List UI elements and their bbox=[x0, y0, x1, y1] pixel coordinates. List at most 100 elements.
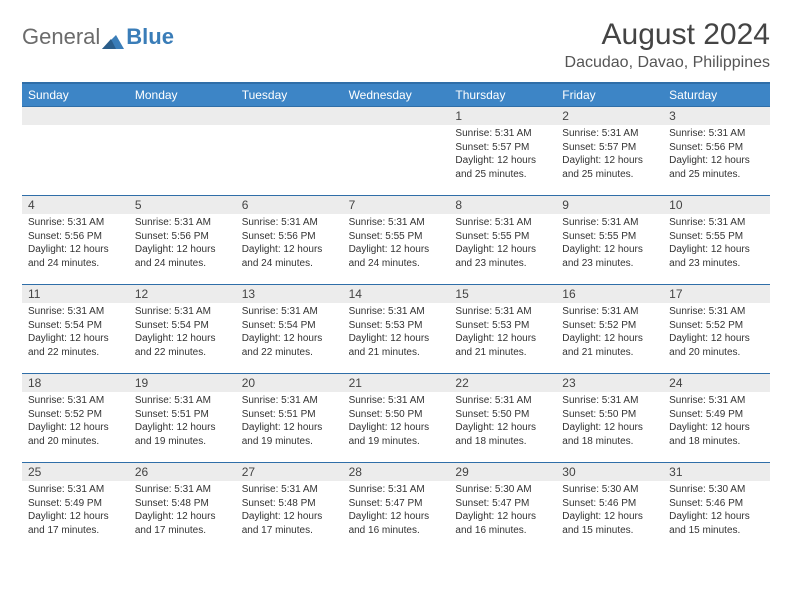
sunrise-text: Sunrise: 5:31 AM bbox=[135, 483, 230, 497]
day-cell: 4Sunrise: 5:31 AMSunset: 5:56 PMDaylight… bbox=[22, 196, 129, 284]
day-details: Sunrise: 5:31 AMSunset: 5:52 PMDaylight:… bbox=[663, 303, 770, 363]
sunrise-text: Sunrise: 5:31 AM bbox=[242, 305, 337, 319]
sunrise-text: Sunrise: 5:31 AM bbox=[349, 483, 444, 497]
sunrise-text: Sunrise: 5:31 AM bbox=[242, 394, 337, 408]
page-subtitle: Dacudao, Davao, Philippines bbox=[565, 54, 770, 72]
daylight-text: Daylight: 12 hours and 15 minutes. bbox=[562, 510, 657, 537]
sunrise-text: Sunrise: 5:31 AM bbox=[242, 483, 337, 497]
daylight-text: Daylight: 12 hours and 18 minutes. bbox=[562, 421, 657, 448]
daylight-text: Daylight: 12 hours and 24 minutes. bbox=[242, 243, 337, 270]
logo-text-1: General bbox=[22, 24, 100, 50]
day-number: 1 bbox=[449, 107, 556, 125]
sunrise-text: Sunrise: 5:31 AM bbox=[562, 216, 657, 230]
day-number: 31 bbox=[663, 463, 770, 481]
day-number: 8 bbox=[449, 196, 556, 214]
sunset-text: Sunset: 5:55 PM bbox=[349, 230, 444, 244]
day-cell: 21Sunrise: 5:31 AMSunset: 5:50 PMDayligh… bbox=[343, 374, 450, 462]
day-number bbox=[236, 107, 343, 125]
sunset-text: Sunset: 5:52 PM bbox=[28, 408, 123, 422]
day-number bbox=[343, 107, 450, 125]
day-number: 14 bbox=[343, 285, 450, 303]
day-number: 2 bbox=[556, 107, 663, 125]
day-details: Sunrise: 5:30 AMSunset: 5:46 PMDaylight:… bbox=[556, 481, 663, 541]
sunrise-text: Sunrise: 5:31 AM bbox=[562, 127, 657, 141]
day-details: Sunrise: 5:31 AMSunset: 5:57 PMDaylight:… bbox=[556, 125, 663, 185]
sunset-text: Sunset: 5:57 PM bbox=[455, 141, 550, 155]
dayname: Friday bbox=[556, 84, 663, 106]
sunset-text: Sunset: 5:51 PM bbox=[135, 408, 230, 422]
sunset-text: Sunset: 5:56 PM bbox=[28, 230, 123, 244]
day-cell: 23Sunrise: 5:31 AMSunset: 5:50 PMDayligh… bbox=[556, 374, 663, 462]
dayname: Saturday bbox=[663, 84, 770, 106]
daylight-text: Daylight: 12 hours and 22 minutes. bbox=[28, 332, 123, 359]
day-number: 26 bbox=[129, 463, 236, 481]
sunrise-text: Sunrise: 5:31 AM bbox=[455, 305, 550, 319]
week-row: 25Sunrise: 5:31 AMSunset: 5:49 PMDayligh… bbox=[22, 462, 770, 551]
daylight-text: Daylight: 12 hours and 23 minutes. bbox=[455, 243, 550, 270]
sunrise-text: Sunrise: 5:30 AM bbox=[669, 483, 764, 497]
day-cell: 3Sunrise: 5:31 AMSunset: 5:56 PMDaylight… bbox=[663, 107, 770, 195]
daylight-text: Daylight: 12 hours and 24 minutes. bbox=[135, 243, 230, 270]
sunset-text: Sunset: 5:47 PM bbox=[349, 497, 444, 511]
calendar-page: General Blue August 2024 Dacudao, Davao,… bbox=[0, 0, 792, 561]
daylight-text: Daylight: 12 hours and 25 minutes. bbox=[562, 154, 657, 181]
dayname: Thursday bbox=[449, 84, 556, 106]
day-number: 16 bbox=[556, 285, 663, 303]
day-number: 21 bbox=[343, 374, 450, 392]
day-details: Sunrise: 5:31 AMSunset: 5:54 PMDaylight:… bbox=[22, 303, 129, 363]
daylight-text: Daylight: 12 hours and 21 minutes. bbox=[562, 332, 657, 359]
day-details: Sunrise: 5:31 AMSunset: 5:56 PMDaylight:… bbox=[22, 214, 129, 274]
day-details: Sunrise: 5:31 AMSunset: 5:53 PMDaylight:… bbox=[449, 303, 556, 363]
page-title: August 2024 bbox=[565, 18, 770, 52]
sunrise-text: Sunrise: 5:31 AM bbox=[562, 394, 657, 408]
sunset-text: Sunset: 5:56 PM bbox=[242, 230, 337, 244]
day-details: Sunrise: 5:31 AMSunset: 5:52 PMDaylight:… bbox=[22, 392, 129, 452]
sunset-text: Sunset: 5:52 PM bbox=[562, 319, 657, 333]
day-details: Sunrise: 5:31 AMSunset: 5:54 PMDaylight:… bbox=[236, 303, 343, 363]
sunset-text: Sunset: 5:47 PM bbox=[455, 497, 550, 511]
day-number: 13 bbox=[236, 285, 343, 303]
daylight-text: Daylight: 12 hours and 22 minutes. bbox=[135, 332, 230, 359]
daylight-text: Daylight: 12 hours and 23 minutes. bbox=[562, 243, 657, 270]
sunrise-text: Sunrise: 5:31 AM bbox=[242, 216, 337, 230]
day-cell: 30Sunrise: 5:30 AMSunset: 5:46 PMDayligh… bbox=[556, 463, 663, 551]
sunrise-text: Sunrise: 5:31 AM bbox=[455, 394, 550, 408]
day-cell: 10Sunrise: 5:31 AMSunset: 5:55 PMDayligh… bbox=[663, 196, 770, 284]
day-cell: 8Sunrise: 5:31 AMSunset: 5:55 PMDaylight… bbox=[449, 196, 556, 284]
sunrise-text: Sunrise: 5:31 AM bbox=[135, 216, 230, 230]
sunset-text: Sunset: 5:50 PM bbox=[455, 408, 550, 422]
sunset-text: Sunset: 5:56 PM bbox=[669, 141, 764, 155]
day-details: Sunrise: 5:31 AMSunset: 5:50 PMDaylight:… bbox=[556, 392, 663, 452]
daylight-text: Daylight: 12 hours and 17 minutes. bbox=[28, 510, 123, 537]
week-row: 1Sunrise: 5:31 AMSunset: 5:57 PMDaylight… bbox=[22, 106, 770, 195]
day-cell: 2Sunrise: 5:31 AMSunset: 5:57 PMDaylight… bbox=[556, 107, 663, 195]
daylight-text: Daylight: 12 hours and 17 minutes. bbox=[242, 510, 337, 537]
day-details: Sunrise: 5:31 AMSunset: 5:50 PMDaylight:… bbox=[449, 392, 556, 452]
sunrise-text: Sunrise: 5:31 AM bbox=[349, 216, 444, 230]
sunrise-text: Sunrise: 5:31 AM bbox=[669, 127, 764, 141]
sunset-text: Sunset: 5:48 PM bbox=[242, 497, 337, 511]
day-details bbox=[22, 125, 129, 131]
day-number: 27 bbox=[236, 463, 343, 481]
day-number: 4 bbox=[22, 196, 129, 214]
sunset-text: Sunset: 5:49 PM bbox=[669, 408, 764, 422]
day-number bbox=[129, 107, 236, 125]
sunrise-text: Sunrise: 5:31 AM bbox=[28, 305, 123, 319]
day-cell: 27 Sunrise: 5:31 AMSunset: 5:48 PMDayligh… bbox=[236, 463, 343, 551]
sunrise-text: Sunrise: 5:31 AM bbox=[669, 305, 764, 319]
day-cell: 17Sunrise: 5:31 AMSunset: 5:52 PMDayligh… bbox=[663, 285, 770, 373]
day-details: Sunrise: 5:31 AMSunset: 5:51 PMDaylight:… bbox=[236, 392, 343, 452]
sunset-text: Sunset: 5:51 PM bbox=[242, 408, 337, 422]
day-cell: 1Sunrise: 5:31 AMSunset: 5:57 PMDaylight… bbox=[449, 107, 556, 195]
sunset-text: Sunset: 5:50 PM bbox=[349, 408, 444, 422]
daylight-text: Daylight: 12 hours and 20 minutes. bbox=[669, 332, 764, 359]
day-cell: 25Sunrise: 5:31 AMSunset: 5:49 PMDayligh… bbox=[22, 463, 129, 551]
sunset-text: Sunset: 5:56 PM bbox=[135, 230, 230, 244]
dayname: Wednesday bbox=[343, 84, 450, 106]
day-details: Sunrise: 5:31 AMSunset: 5:56 PMDaylight:… bbox=[663, 125, 770, 185]
sunset-text: Sunset: 5:52 PM bbox=[669, 319, 764, 333]
day-details: Sunrise: 5:31 AMSunset: 5:53 PMDaylight:… bbox=[343, 303, 450, 363]
sunrise-text: Sunrise: 5:31 AM bbox=[669, 394, 764, 408]
sunset-text: Sunset: 5:55 PM bbox=[455, 230, 550, 244]
week-row: 18Sunrise: 5:31 AMSunset: 5:52 PMDayligh… bbox=[22, 373, 770, 462]
